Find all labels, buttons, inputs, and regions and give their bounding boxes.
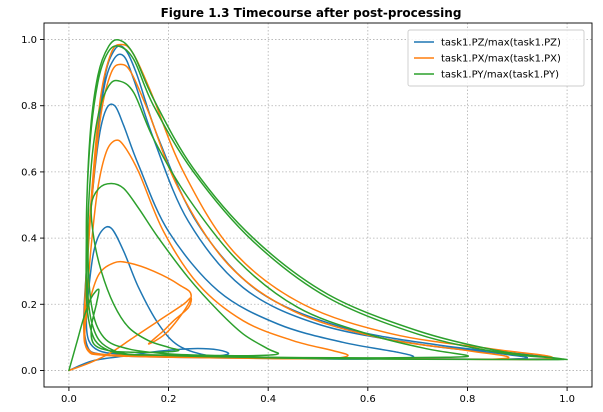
legend-entry: task1.PZ/max(task1.PZ)	[441, 38, 561, 49]
x-tick-label: 1.0	[559, 394, 575, 405]
axis-ticks: 0.0 0.2 0.4 0.6 0.8 1.0 0.0 0.2 0.4 0.6 0.8 1.0	[21, 35, 575, 405]
x-tick-label: 0.6	[360, 394, 376, 405]
y-tick-label: 0.2	[21, 300, 37, 311]
x-tick-label: 0.4	[260, 394, 276, 405]
y-tick-label: 0.4	[21, 234, 37, 245]
plot-frame	[43, 22, 593, 388]
plot-series	[68, 38, 568, 372]
chart-title: Figure 1.3 Timecourse after post-process…	[161, 6, 462, 20]
legend-entry: task1.PY/max(task1.PY)	[441, 70, 559, 81]
x-tick-label: 0.0	[61, 394, 77, 405]
y-tick-label: 1.0	[21, 35, 37, 46]
series-line-1	[68, 43, 554, 372]
y-tick-label: 0.8	[21, 101, 37, 112]
legend: task1.PZ/max(task1.PZ) task1.PX/max(task1…	[407, 29, 585, 87]
y-tick-label: 0.0	[21, 366, 37, 377]
legend-entry: task1.PX/max(task1.PX)	[441, 54, 561, 65]
x-tick-label: 0.8	[460, 394, 476, 405]
grid	[44, 23, 592, 387]
y-tick-label: 0.6	[21, 167, 37, 178]
series-line-2	[68, 38, 568, 372]
legend-box	[407, 29, 585, 87]
x-tick-label: 0.2	[161, 394, 177, 405]
